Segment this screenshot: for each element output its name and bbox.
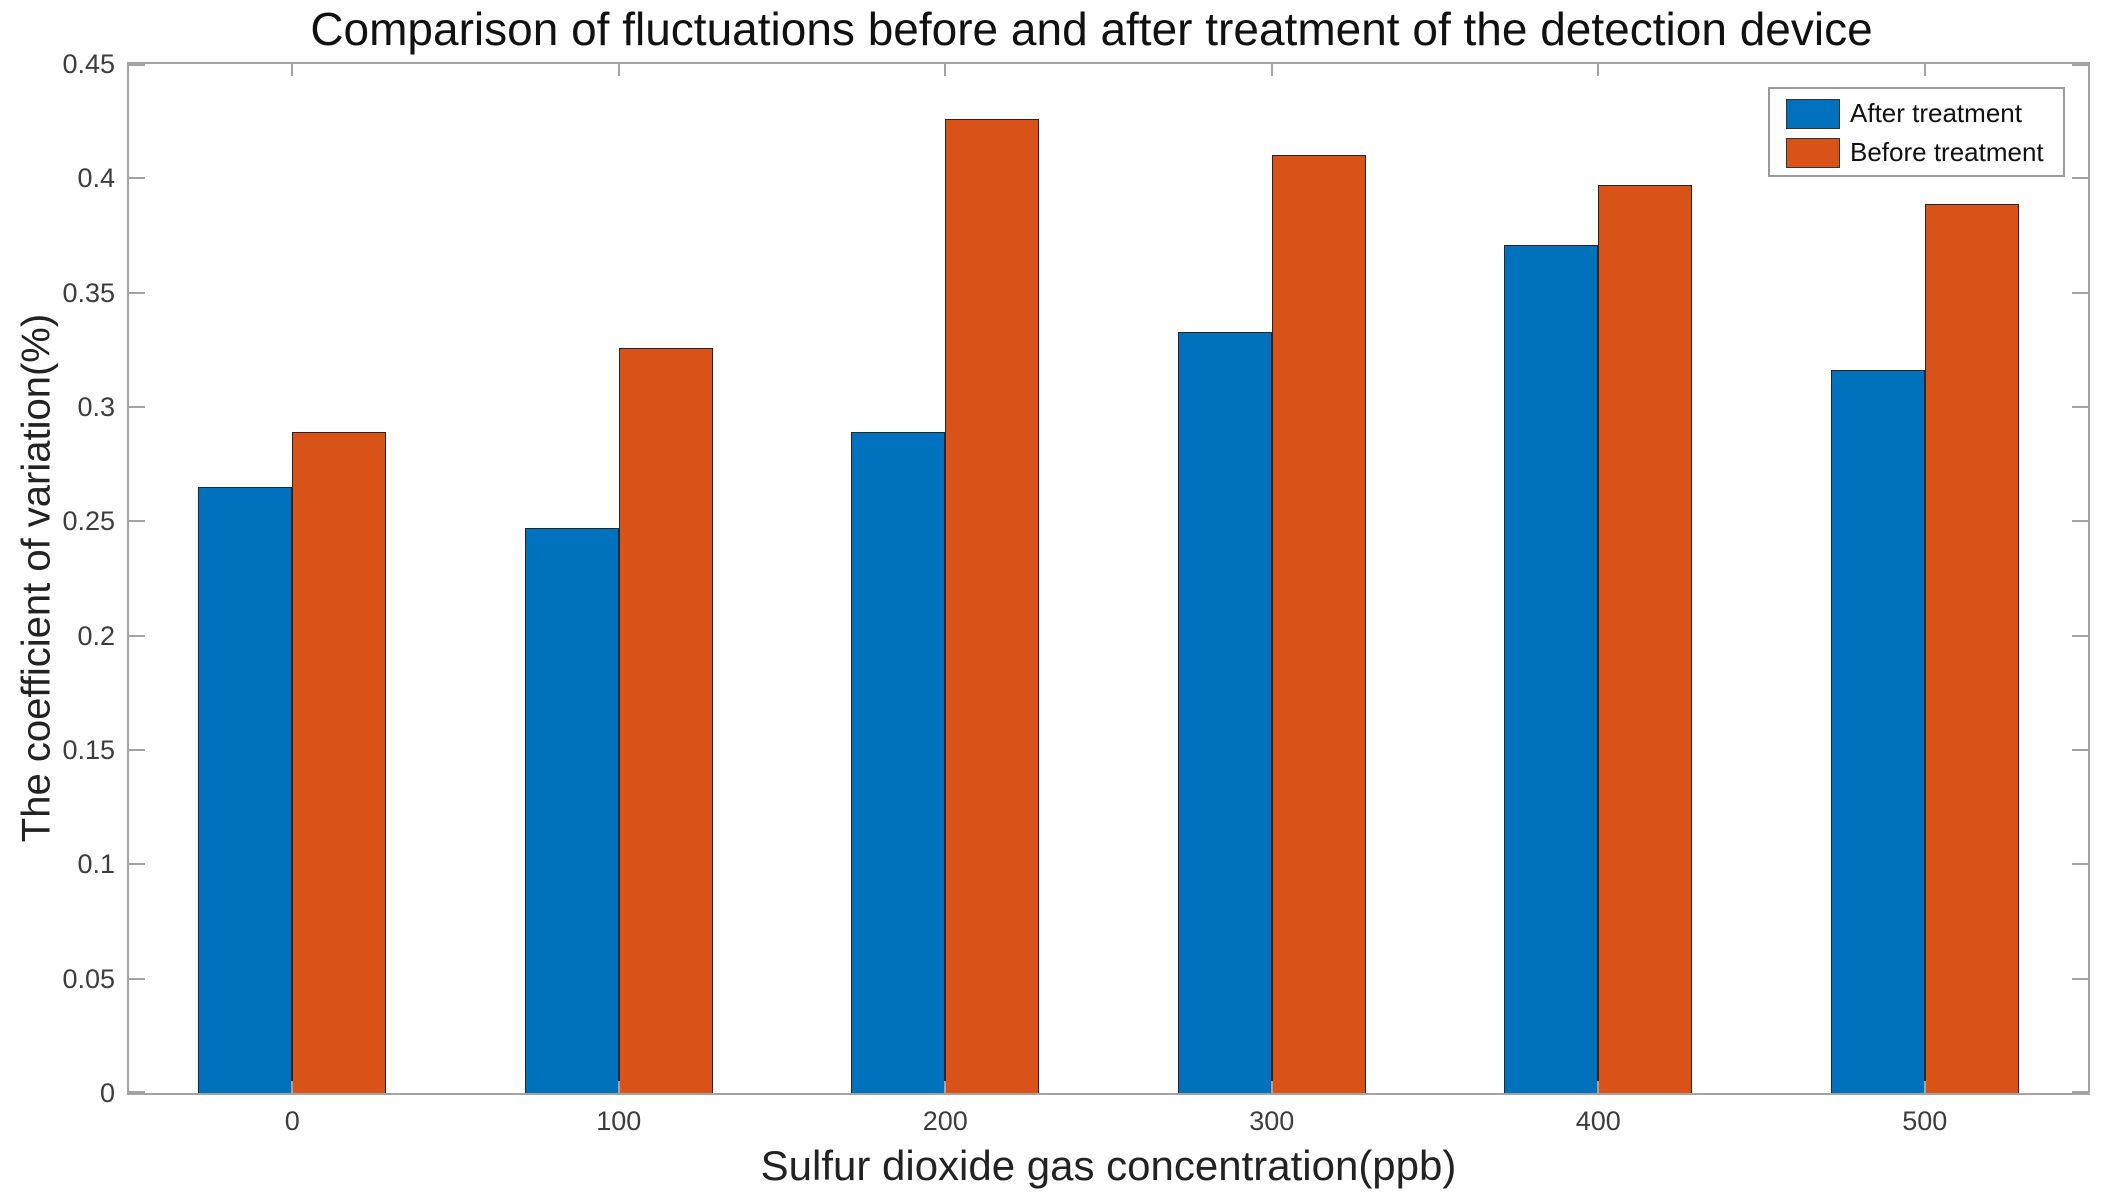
legend-swatch-icon <box>1786 137 1840 168</box>
y-tick-label: 0.15 <box>62 735 115 765</box>
x-tick-top <box>1923 64 1926 76</box>
x-tick-top <box>1597 64 1600 76</box>
y-tick-left <box>129 64 145 66</box>
x-tick-bottom <box>944 1081 947 1093</box>
bar-after-x400 <box>1504 244 1599 1093</box>
x-tick-bottom <box>1597 1081 1600 1093</box>
legend: After treatment Before treatment <box>1768 87 2065 177</box>
bar-before-x300 <box>1271 155 1366 1093</box>
y-tick-left <box>129 863 145 866</box>
x-tick-top <box>617 64 620 76</box>
x-tick-bottom <box>617 1081 620 1093</box>
bar-after-x300 <box>1177 331 1272 1093</box>
x-tick-bottom <box>1270 1081 1273 1093</box>
y-tick-left <box>129 977 145 980</box>
x-tick-bottom <box>1923 1081 1926 1093</box>
y-tick-right <box>2072 634 2088 637</box>
y-tick-right <box>2072 406 2088 408</box>
x-tick-top <box>944 64 947 76</box>
chart-title: Comparison of fluctuations before and af… <box>310 3 1873 55</box>
y-tick-right <box>2072 863 2088 866</box>
y-tick-label: 0.05 <box>62 963 115 994</box>
x-tick-label: 200 <box>922 1106 968 1136</box>
y-tick-right <box>2072 520 2088 523</box>
x-tick-label: 500 <box>1902 1106 1948 1136</box>
y-tick-right <box>2072 64 2088 66</box>
y-tick-right <box>2072 977 2088 980</box>
y-tick-label: 0.45 <box>62 49 115 79</box>
y-tick-right <box>2072 291 2088 294</box>
plot-area <box>127 62 2090 1095</box>
x-tick-label: 0 <box>284 1106 300 1136</box>
y-tick-left <box>129 520 145 523</box>
bar-before-x0 <box>292 432 387 1093</box>
legend-item: After treatment <box>1786 98 2063 129</box>
x-axis-label: Sulfur dioxide gas concentration(ppb) <box>760 1142 1457 1189</box>
x-tick-label: 100 <box>596 1106 642 1136</box>
y-tick-right <box>2072 749 2088 751</box>
y-tick-right <box>2072 177 2088 180</box>
legend-item: Before treatment <box>1786 137 2063 168</box>
bar-after-x200 <box>851 432 946 1093</box>
y-axis-label: The coefficient of variation(%) <box>14 313 59 843</box>
x-tick-label: 300 <box>1249 1106 1295 1136</box>
y-tick-label: 0.2 <box>77 620 115 651</box>
bar-before-x500 <box>1924 203 2019 1093</box>
bar-after-x0 <box>198 487 293 1093</box>
y-tick-label: 0.1 <box>77 849 115 880</box>
y-tick-left <box>129 291 145 294</box>
y-tick-left <box>129 1091 145 1093</box>
y-tick-left <box>129 406 145 408</box>
y-tick-left <box>129 749 145 751</box>
x-tick-top <box>1270 64 1273 76</box>
y-tick-label: 0.25 <box>62 506 115 537</box>
y-tick-left <box>129 177 145 180</box>
bar-before-x100 <box>618 347 713 1093</box>
bar-after-x500 <box>1830 370 1925 1093</box>
legend-label: After treatment <box>1850 98 2022 128</box>
y-tick-label: 0.3 <box>77 392 115 422</box>
x-tick-bottom <box>291 1081 294 1093</box>
y-tick-label: 0.4 <box>77 163 115 194</box>
x-tick-top <box>291 64 294 76</box>
y-tick-label: 0.35 <box>62 277 115 308</box>
bar-before-x200 <box>945 118 1040 1093</box>
bar-after-x100 <box>524 528 619 1093</box>
y-tick-right <box>2072 1091 2088 1093</box>
legend-label: Before treatment <box>1850 137 2044 167</box>
y-tick-label: 0 <box>99 1078 115 1108</box>
y-tick-left <box>129 634 145 637</box>
legend-swatch-icon <box>1786 98 1840 129</box>
bar-before-x400 <box>1598 185 1693 1093</box>
x-tick-label: 400 <box>1575 1106 1621 1136</box>
